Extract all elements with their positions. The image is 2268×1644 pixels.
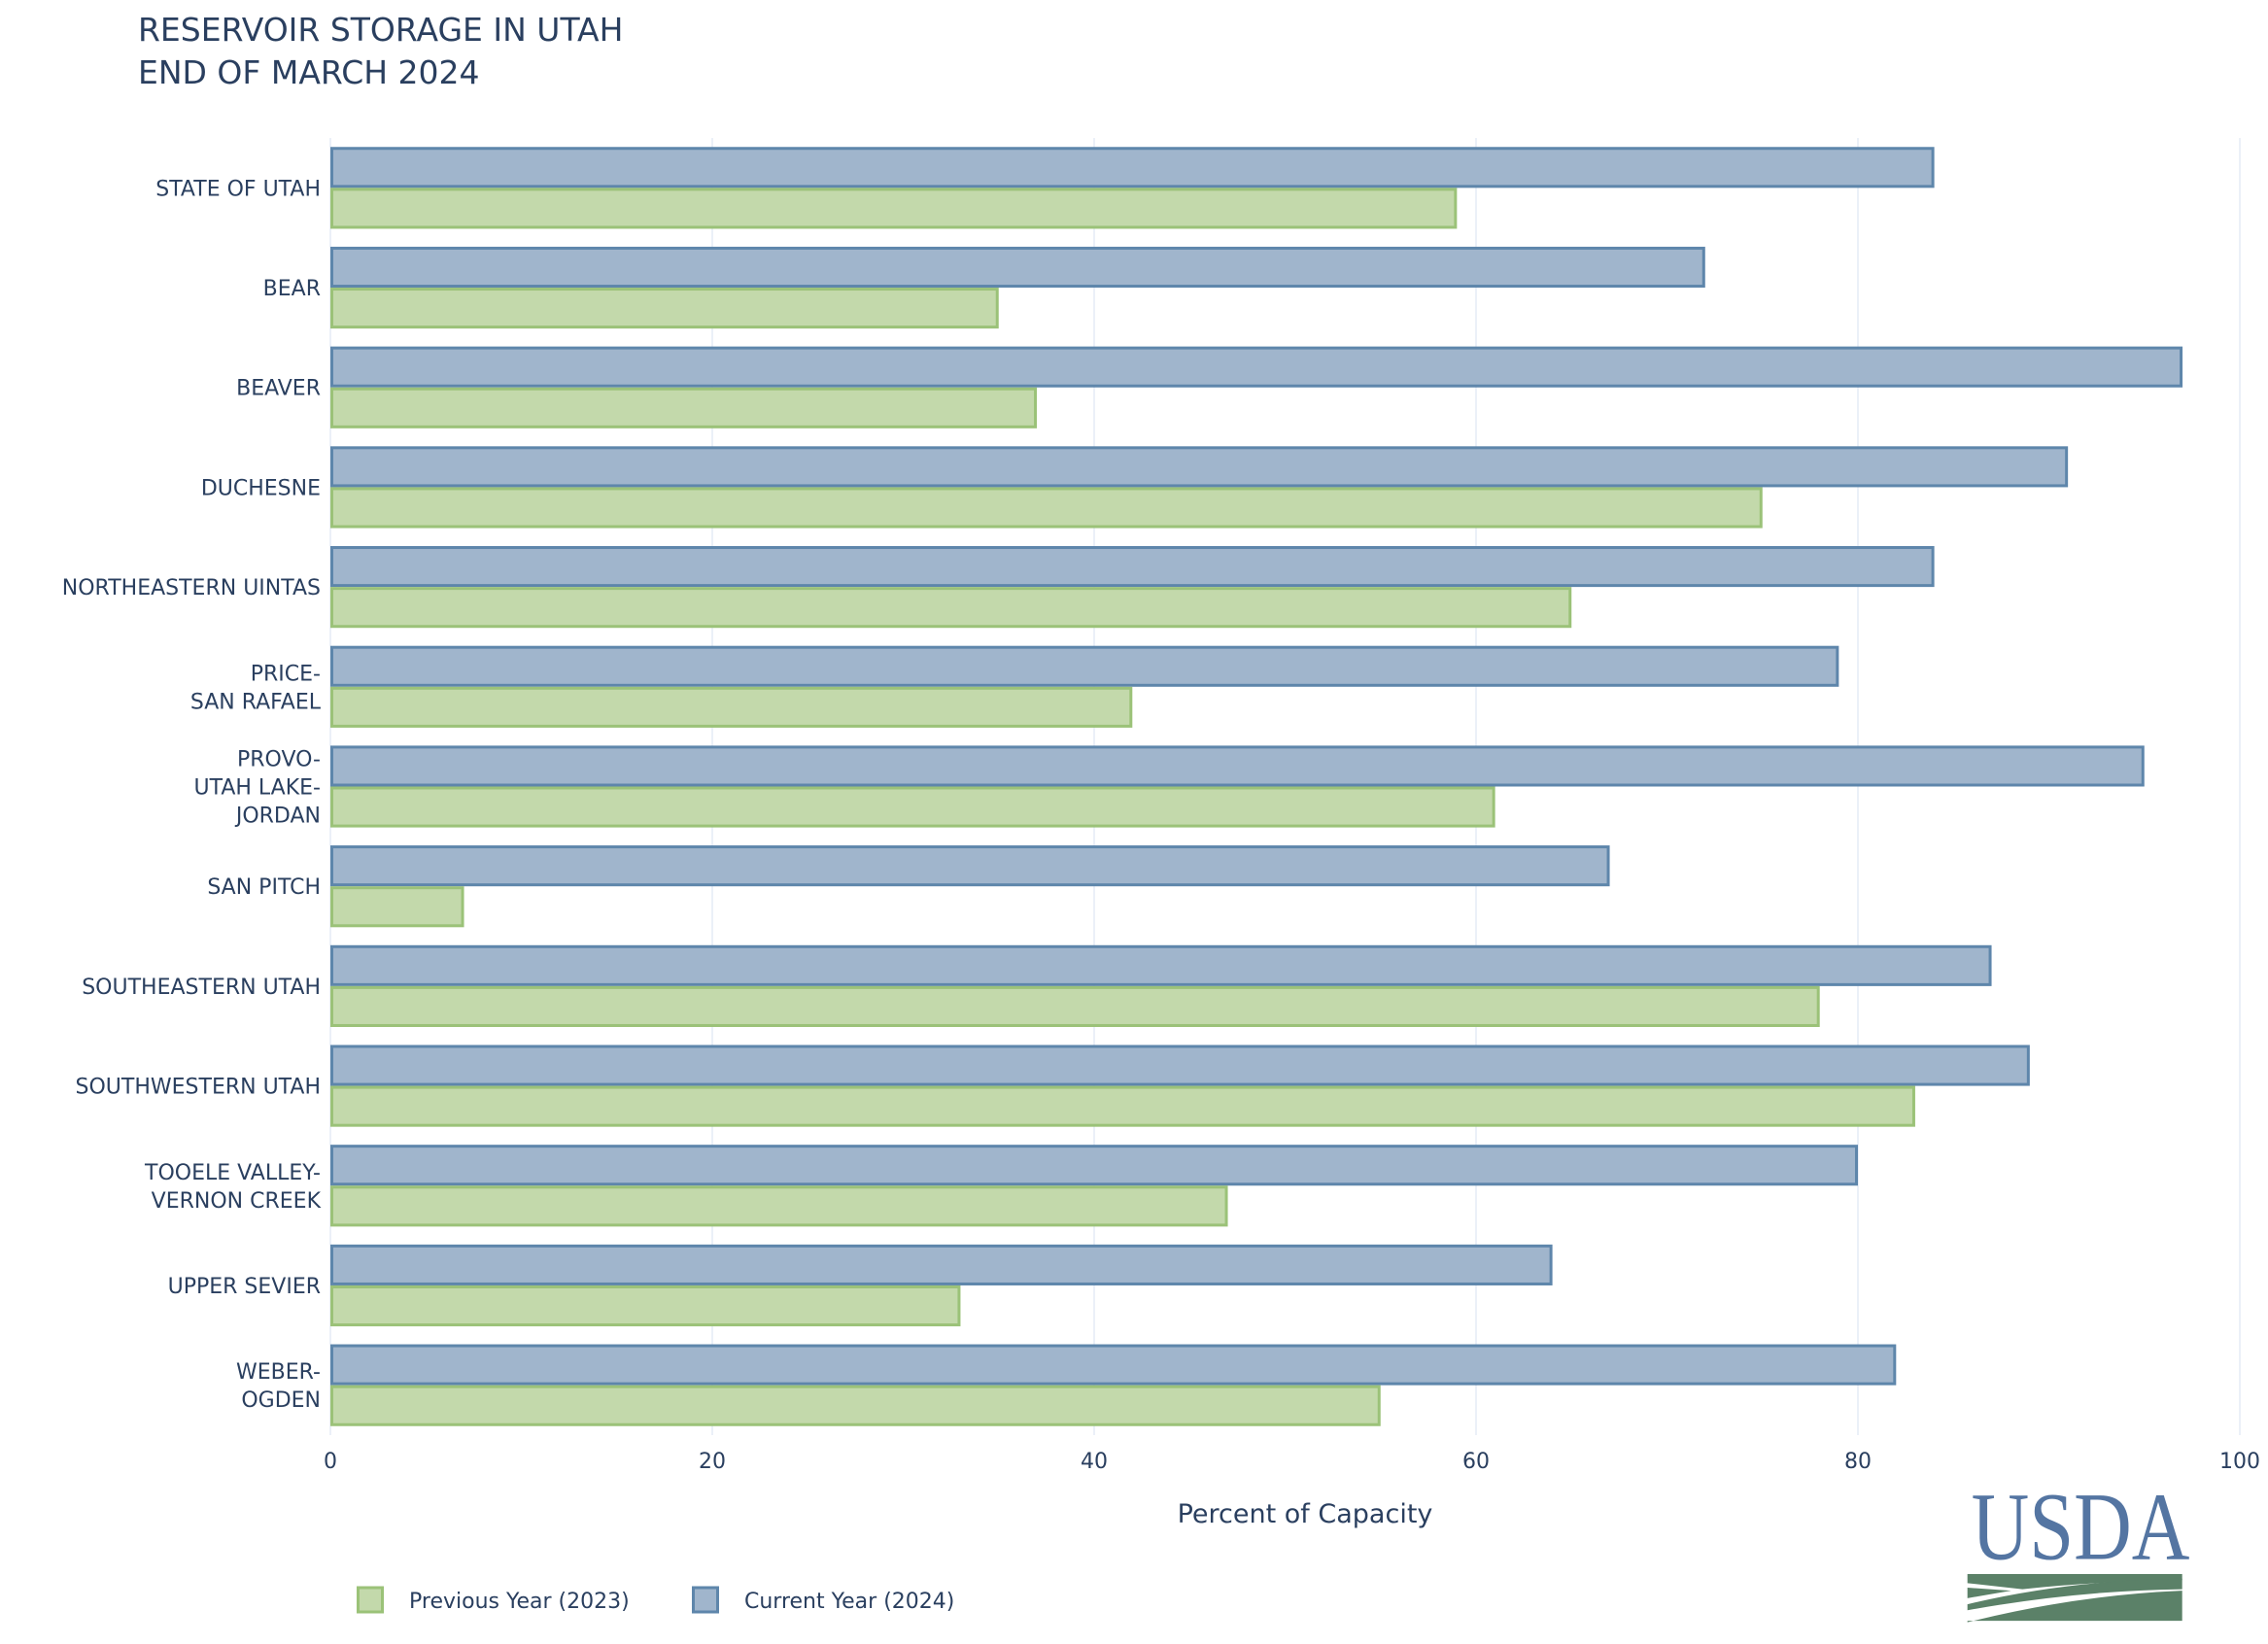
bar-current-southeastern-utah[interactable] <box>330 944 1992 986</box>
bar-previous-provo-utah-lake-jordan[interactable] <box>330 786 1495 828</box>
y-tick-label: SOUTHWESTERN UTAH <box>76 1076 321 1100</box>
y-tick-label: WEBER- OGDEN <box>236 1360 321 1413</box>
y-tick-label: BEAVER <box>236 377 321 401</box>
legend-label: Current Year (2024) <box>744 1590 954 1614</box>
y-tick-label-line: STATE OF UTAH <box>155 177 321 201</box>
bar-current-tooele-valley-vernon-creek[interactable] <box>330 1145 1858 1186</box>
x-axis-tick-labels: 0 20 40 60 80 100 <box>324 1450 2260 1474</box>
bar-current-san-pitch[interactable] <box>330 845 1610 887</box>
usda-logo: USDA <box>1967 1475 2190 1623</box>
x-tick-label: 60 <box>1462 1450 1490 1474</box>
y-axis-tick-labels: STATE OF UTAH BEAR BEAVER DUCHESNE NORTHEAST… <box>62 177 322 1413</box>
bar-previous-bear[interactable] <box>330 288 999 329</box>
bar-previous-price-san-rafael[interactable] <box>330 686 1133 728</box>
y-tick-label-line: TOOELE VALLEY- <box>144 1161 321 1185</box>
legend-swatch <box>357 1586 384 1614</box>
y-tick-label: BEAR <box>263 277 321 301</box>
y-tick-label-line: SOUTHEASTERN UTAH <box>82 976 321 1000</box>
x-tick-label: 0 <box>324 1450 337 1474</box>
bar-previous-tooele-valley-vernon-creek[interactable] <box>330 1185 1228 1227</box>
y-tick-label-line: PRICE- <box>251 662 321 686</box>
bar-current-northeastern-uintas[interactable] <box>330 546 1935 588</box>
bar-current-upper-sevier[interactable] <box>330 1244 1553 1285</box>
y-tick-label-line: NORTHEASTERN UINTAS <box>62 576 321 600</box>
y-tick-label: UPPER SEVIER <box>168 1275 321 1299</box>
bar-previous-southeastern-utah[interactable] <box>330 985 1820 1027</box>
bar-previous-southwestern-utah[interactable] <box>330 1085 1915 1127</box>
bar-previous-state-of-utah[interactable] <box>330 188 1458 229</box>
chart-title-line-2: END OF MARCH 2024 <box>138 53 480 91</box>
x-axis-title: Percent of Capacity <box>1178 1499 1433 1529</box>
y-tick-label-line: SAN PITCH <box>207 875 321 900</box>
chart-title: RESERVOIR STORAGE IN UTAH END OF MARCH 2… <box>138 11 623 91</box>
bar-current-state-of-utah[interactable] <box>330 147 1935 188</box>
y-tick-label-line: BEAVER <box>236 377 321 401</box>
y-tick-label-line: JORDAN <box>234 805 321 829</box>
y-tick-label-line: BEAR <box>263 277 321 301</box>
usda-logo-text: USDA <box>1972 1475 2190 1581</box>
y-tick-label-line: VERNON CREEK <box>152 1189 322 1214</box>
y-tick-label-line: OGDEN <box>241 1388 321 1413</box>
y-tick-label: STATE OF UTAH <box>155 177 321 201</box>
y-tick-label: TOOELE VALLEY- VERNON CREEK <box>144 1161 322 1214</box>
legend-label: Previous Year (2023) <box>409 1590 630 1614</box>
legend-item-previous-year[interactable]: Previous Year (2023) <box>357 1586 630 1614</box>
bar-current-bear[interactable] <box>330 246 1705 289</box>
bar-previous-northeastern-uintas[interactable] <box>330 587 1572 629</box>
bar-current-price-san-rafael[interactable] <box>330 645 1839 687</box>
x-tick-label: 80 <box>1844 1450 1872 1474</box>
bar-current-provo-utah-lake-jordan[interactable] <box>330 745 2145 787</box>
y-tick-label: PRICE- SAN RAFAEL <box>190 662 322 714</box>
y-tick-label-line: UPPER SEVIER <box>168 1275 321 1299</box>
bar-previous-duchesne[interactable] <box>330 487 1763 529</box>
bar-current-duchesne[interactable] <box>330 446 2069 488</box>
bar-current-weber-ogden[interactable] <box>330 1344 1897 1386</box>
usda-logo-fields-icon <box>1967 1574 2182 1623</box>
x-tick-label: 100 <box>2219 1450 2260 1474</box>
bar-previous-beaver[interactable] <box>330 387 1038 428</box>
y-tick-label: SAN PITCH <box>207 875 321 900</box>
bars <box>330 147 2183 1426</box>
bar-current-beaver[interactable] <box>330 346 2183 388</box>
bar-current-southwestern-utah[interactable] <box>330 1045 2030 1086</box>
x-tick-label: 40 <box>1081 1450 1108 1474</box>
legend-swatch <box>692 1586 719 1614</box>
chart-title-line-1: RESERVOIR STORAGE IN UTAH <box>138 11 623 49</box>
y-tick-label-line: DUCHESNE <box>201 476 321 500</box>
y-tick-label-line: SAN RAFAEL <box>190 690 322 714</box>
bar-previous-san-pitch[interactable] <box>330 886 464 928</box>
x-tick-label: 20 <box>699 1450 726 1474</box>
y-tick-label: PROVO- UTAH LAKE- JORDAN <box>194 748 322 829</box>
y-tick-label: NORTHEASTERN UINTAS <box>62 576 321 600</box>
legend: Previous Year (2023) Current Year (2024) <box>357 1586 955 1614</box>
bar-previous-upper-sevier[interactable] <box>330 1284 961 1327</box>
legend-item-current-year[interactable]: Current Year (2024) <box>692 1586 955 1614</box>
y-tick-label: SOUTHEASTERN UTAH <box>82 976 321 1000</box>
y-tick-label: DUCHESNE <box>201 476 321 500</box>
y-tick-label-line: PROVO- <box>237 748 321 772</box>
y-tick-label-line: UTAH LAKE- <box>194 776 322 801</box>
bar-previous-weber-ogden[interactable] <box>330 1385 1381 1426</box>
y-tick-label-line: WEBER- <box>236 1360 321 1385</box>
y-tick-label-line: SOUTHWESTERN UTAH <box>76 1076 321 1100</box>
